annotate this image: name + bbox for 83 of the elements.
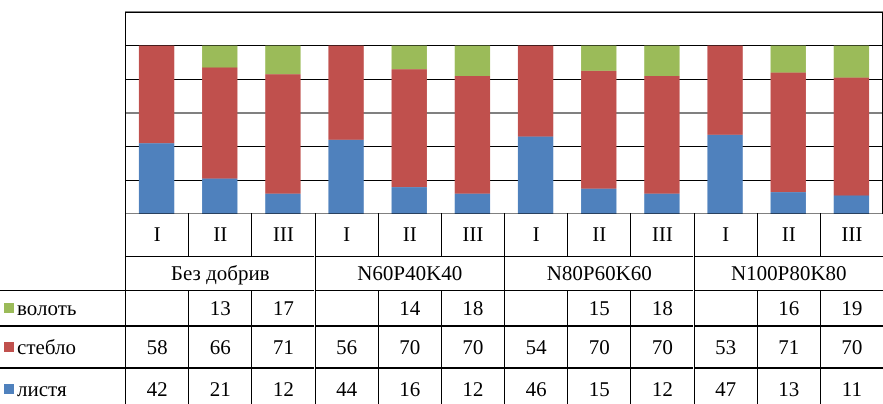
x-tick-label: I (694, 213, 757, 257)
x-tick-label: II (188, 213, 252, 257)
data-label: 70 (440, 326, 504, 368)
x-tick-label: III (251, 213, 314, 257)
bar (454, 76, 490, 194)
data-label: 54 (504, 326, 568, 368)
bar (770, 192, 806, 214)
data-label: 13 (756, 368, 820, 404)
bar (392, 46, 427, 70)
bar (328, 140, 364, 214)
data-label: 16 (378, 368, 441, 404)
data-label: 18 (630, 290, 694, 326)
data-label: 15 (567, 368, 630, 404)
bar (454, 194, 490, 214)
bar (265, 46, 301, 74)
data-label: 53 (694, 326, 757, 368)
bar (707, 134, 743, 214)
bar (138, 143, 174, 214)
bar (581, 188, 616, 214)
bar (454, 46, 490, 76)
bar (644, 46, 680, 76)
bar (834, 195, 870, 214)
bar (202, 68, 238, 179)
bar (834, 46, 870, 78)
data-label: 12 (440, 368, 504, 404)
data-label: 70 (630, 326, 694, 368)
bar (644, 76, 680, 194)
bar (707, 46, 743, 135)
bar (834, 78, 870, 196)
text: N60P40K40 (314, 257, 504, 290)
data-label: 66 (188, 326, 252, 368)
data-label: 70 (378, 326, 441, 368)
data-label: 70 (567, 326, 630, 368)
data-label: 13 (188, 290, 252, 326)
data-label: 17 (251, 290, 314, 326)
bar (202, 46, 238, 68)
x-tick-label: I (314, 213, 378, 257)
data-label: 15 (567, 290, 630, 326)
data-label: 14 (378, 290, 441, 326)
data-label: 56 (314, 326, 378, 368)
bar (202, 178, 238, 214)
data-label: 18 (440, 290, 504, 326)
bar (518, 46, 554, 137)
x-tick-label: III (820, 213, 883, 257)
bar (644, 194, 680, 214)
data-label: 42 (125, 368, 188, 404)
data-label: 16 (756, 290, 820, 326)
x-tick-label: I (125, 213, 188, 257)
data-label: 71 (251, 326, 314, 368)
x-tick-label: II (567, 213, 630, 257)
text: N100P80K80 (694, 257, 883, 290)
bar (392, 69, 427, 188)
legend-label: стебло (0, 326, 125, 368)
data-label: 12 (251, 368, 314, 404)
x-tick-label: III (440, 213, 504, 257)
bar (265, 74, 301, 194)
x-tick-label: II (378, 213, 441, 257)
bar (770, 72, 806, 192)
data-label: 12 (630, 368, 694, 404)
data-label: 46 (504, 368, 568, 404)
data-label: 44 (314, 368, 378, 404)
data-label: 19 (820, 290, 883, 326)
x-tick-label: III (630, 213, 694, 257)
text: N80P60K60 (504, 257, 694, 290)
bar (265, 194, 301, 214)
x-tick-label: I (504, 213, 568, 257)
bar (770, 46, 806, 73)
data-label: 70 (820, 326, 883, 368)
bar (138, 46, 174, 144)
text: Без добрив (125, 257, 314, 290)
bar (581, 70, 616, 189)
bar (581, 46, 616, 71)
data-label: 11 (820, 368, 883, 404)
bar (518, 136, 554, 214)
data-label: 58 (125, 326, 188, 368)
data-label: 47 (694, 368, 757, 404)
x-tick-label: II (756, 213, 820, 257)
data-label: 21 (188, 368, 252, 404)
legend-label: листя (0, 368, 125, 404)
legend-label: волоть (0, 290, 125, 326)
bar (392, 187, 427, 214)
data-label: 71 (756, 326, 820, 368)
bar (328, 46, 364, 140)
